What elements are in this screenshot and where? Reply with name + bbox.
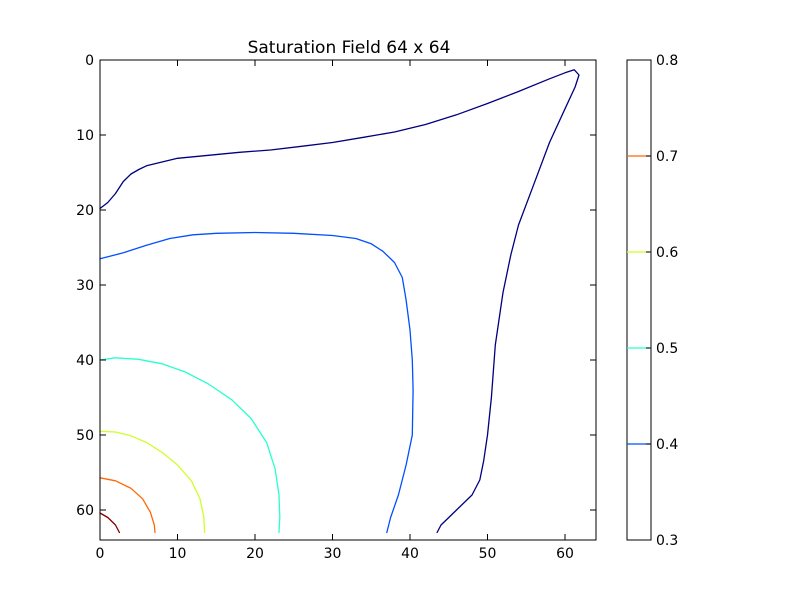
- contour-line-0-8: [99, 512, 121, 534]
- y-tick-label: 20: [76, 203, 94, 219]
- y-tick-label: 50: [76, 428, 94, 444]
- colorbar-frame: [626, 59, 652, 541]
- colorbar-tick-label: 0.3: [656, 533, 678, 549]
- colorbar: 0.3 0.4 0.5 0.6 0.7 0.8: [626, 53, 678, 549]
- x-tick-label: 0: [96, 546, 105, 562]
- contour-line-0-3: [99, 69, 580, 534]
- y-tick-label: 10: [76, 128, 94, 144]
- colorbar-tick-label: 0.6: [656, 245, 678, 261]
- x-tick-label: 60: [556, 546, 574, 562]
- colorbar-tick-label: 0.7: [656, 149, 678, 165]
- x-tick-label: 20: [246, 546, 264, 562]
- y-tick-label: 30: [76, 278, 94, 294]
- contour-line-0-4: [99, 231, 414, 534]
- x-tick-label: 40: [401, 546, 419, 562]
- colorbar-tick-label: 0.4: [656, 437, 678, 453]
- contour-line-0-6: [99, 430, 206, 534]
- y-tick-label: 0: [85, 53, 94, 69]
- colorbar-tick-label: 0.8: [656, 53, 678, 69]
- contour-line-0-5: [99, 357, 281, 534]
- x-tick-label: 30: [324, 546, 342, 562]
- x-tick-label: 10: [169, 546, 187, 562]
- y-tick-label: 40: [76, 353, 94, 369]
- chart-title: Saturation Field 64 x 64: [248, 38, 451, 58]
- axes: 0 10 20 30 40 50 60 0 10 20 30 40 50 60: [76, 53, 597, 562]
- y-tick-label: 60: [76, 503, 94, 519]
- x-tick-label: 50: [479, 546, 497, 562]
- plot-area: [99, 69, 580, 534]
- contour-line-0-7: [99, 477, 156, 534]
- plot-frame: [99, 59, 597, 541]
- colorbar-tick-label: 0.5: [656, 341, 678, 357]
